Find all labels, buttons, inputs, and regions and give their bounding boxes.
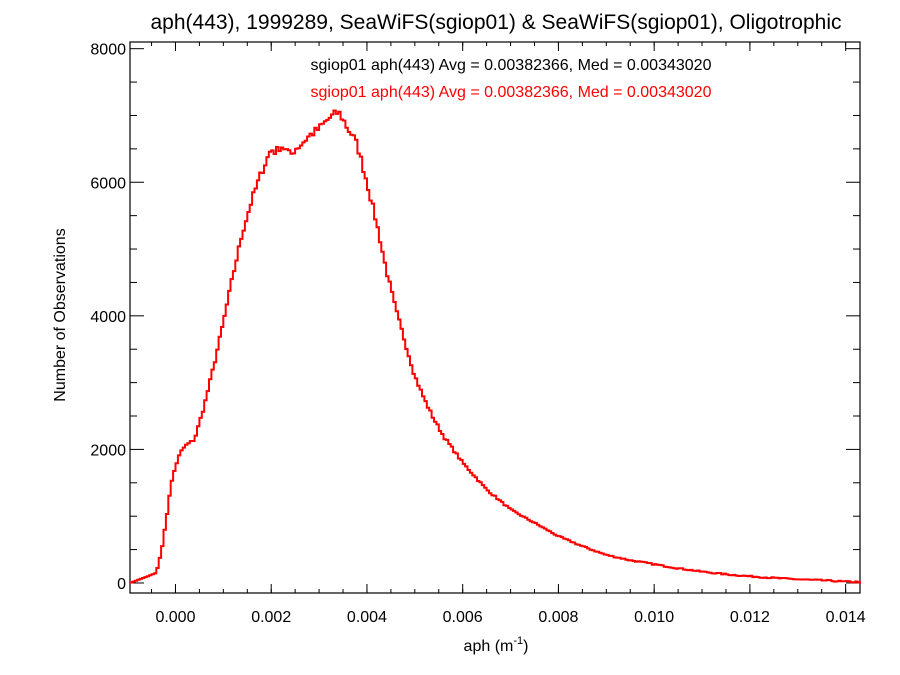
x-tick-label: 0.008 (538, 609, 578, 626)
y-tick-label: 6000 (90, 175, 126, 192)
x-tick-label: 0.002 (251, 609, 291, 626)
y-tick-label: 2000 (90, 442, 126, 459)
y-tick-label: 0 (117, 576, 126, 593)
x-axis-label-close: ) (523, 638, 528, 655)
plot-frame (129, 41, 861, 594)
x-tick-label: 0.006 (443, 609, 483, 626)
x-axis-label: aph (m-1) (464, 635, 529, 655)
stats-annotation-red: sgiop01 aph(443) Avg = 0.00382366, Med =… (311, 84, 712, 101)
y-axis: 0 2000 4000 6000 8000 (90, 42, 860, 593)
chart-title: aph(443), 1999289, SeaWiFS(sgiop01) & Se… (150, 11, 841, 34)
x-tick-label: 0.004 (347, 609, 387, 626)
x-tick-label: 0.014 (826, 609, 866, 626)
x-axis-label-main: aph (m (464, 638, 514, 655)
x-tick-label: 0.012 (730, 609, 770, 626)
stats-annotation-black: sgiop01 aph(443) Avg = 0.00382366, Med =… (311, 57, 712, 74)
x-axis: 0.000 0.002 0.004 0.006 0.008 0.010 0.012 0.014 (151, 42, 866, 626)
y-tick-label: 8000 (90, 42, 126, 59)
x-tick-label: 0.010 (634, 609, 674, 626)
x-tick-label: 0.000 (155, 609, 195, 626)
x-axis-label-superscript: -1 (513, 635, 523, 647)
y-tick-label: 4000 (90, 309, 126, 326)
y-axis-label: Number of Observations (52, 228, 69, 401)
histogram-series-line (130, 109, 861, 584)
